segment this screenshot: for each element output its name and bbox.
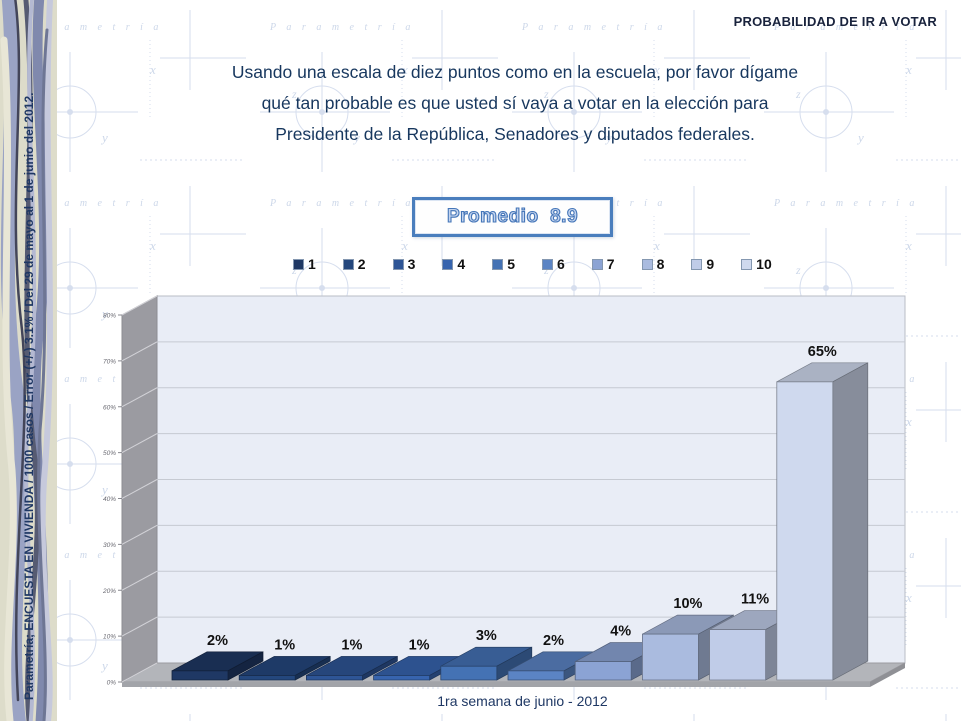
- side-wall-gridline: [121, 524, 158, 545]
- legend-swatch-9: [691, 258, 703, 270]
- legend-swatch-7: [591, 258, 603, 270]
- y-tick-label: 10%: [103, 634, 116, 641]
- side-wall-gridline: [121, 479, 158, 499]
- legend-item-10: 10: [741, 256, 772, 272]
- y-tick-label: 40%: [103, 496, 116, 503]
- bar-1: [171, 670, 229, 681]
- question-line-2: qué tan probable es que usted sí vaya a …: [261, 93, 769, 113]
- legend-label-10: 10: [756, 256, 772, 272]
- slide-title: PROBABILIDAD DE IR A VOTAR: [733, 14, 937, 29]
- bar-label-3: 1%: [341, 637, 362, 653]
- average-callout-label: Promedio 8.9: [446, 205, 579, 227]
- survey-methodology-text: Parametría; ENCUESTA EN VIVIENDA / 1000 …: [22, 92, 36, 700]
- y-tick-label: 80%: [103, 313, 116, 320]
- sidebar-texture-art: [0, 0, 57, 726]
- legend-label-4: 4: [457, 256, 466, 272]
- legend-swatch-8: [641, 258, 653, 270]
- bar-label-2: 1%: [274, 637, 295, 653]
- side-wall-gridline: [121, 341, 158, 362]
- bar-3: [305, 675, 363, 681]
- legend-item-5: 5: [492, 256, 515, 272]
- legend-swatch-1: [293, 258, 304, 270]
- chart-canvas: 80% 70% 60% 50% 40% 30% 20% 10% 0% 2% 1% 1% 1% 3% 2% 4%…: [102, 295, 906, 687]
- legend-label-7: 7: [606, 256, 615, 272]
- legend-swatch-10: [741, 258, 753, 270]
- x-axis-label: 1ra semana de junio - 2012: [437, 693, 608, 709]
- side-wall-gridline: [121, 295, 158, 316]
- bar-label-9: 11%: [741, 592, 769, 608]
- side-wall-gridline: [121, 570, 158, 591]
- legend-item-3: 3: [392, 256, 416, 272]
- side-wall-gridline: [121, 662, 158, 683]
- bar-label-8: 10%: [673, 596, 702, 612]
- bar-6: [507, 670, 565, 681]
- bar-label-10: 65%: [808, 344, 837, 360]
- legend-label-9: 9: [706, 256, 715, 272]
- bar-4: [373, 675, 431, 681]
- bar-side-10: [832, 362, 869, 681]
- legend-label-3: 3: [407, 256, 416, 272]
- legend-label-8: 8: [656, 256, 665, 272]
- chart-legend: 1 2 3 4 5 6 7 8 9 10: [293, 256, 772, 272]
- bar-label-1: 2%: [207, 633, 228, 649]
- bar-7: [574, 661, 632, 681]
- question-text: Usando una escala de diez puntos como en…: [140, 57, 890, 150]
- y-tick-label: 70%: [103, 358, 116, 365]
- chart-floor-edge-right: [870, 663, 905, 687]
- legend-item-1: 1: [293, 256, 316, 272]
- bar-2: [238, 675, 296, 681]
- legend-item-2: 2: [342, 256, 366, 272]
- legend-item-4: 4: [442, 256, 465, 272]
- legend-label-2: 2: [357, 256, 366, 272]
- legend-label-1: 1: [308, 256, 316, 272]
- legend-item-7: 7: [591, 256, 615, 272]
- bar-label-7: 4%: [610, 624, 631, 640]
- bar-chart-3d: 80% 70% 60% 50% 40% 30% 20% 10% 0% 2% 1% 1% 1% 3% 2% 4%…: [85, 288, 960, 700]
- bar-9: [709, 629, 766, 681]
- legend-swatch-5: [492, 258, 504, 270]
- y-tick-label: 60%: [103, 404, 116, 411]
- legend-swatch-6: [541, 258, 553, 270]
- bar-10: [776, 381, 834, 681]
- legend-item-9: 9: [691, 256, 714, 272]
- legend-label-6: 6: [556, 256, 565, 272]
- legend-swatch-3: [392, 258, 404, 270]
- y-tick-label: 0%: [107, 680, 117, 687]
- question-line-3: Presidente de la República, Senadores y …: [275, 124, 755, 144]
- question-line-1: Usando una escala de diez puntos como en…: [231, 62, 799, 82]
- legend-label-5: 5: [507, 256, 515, 272]
- bar-label-5: 3%: [476, 628, 497, 644]
- legend-swatch-4: [442, 258, 454, 270]
- bar-8: [642, 633, 699, 681]
- bar-label-4: 1%: [409, 637, 430, 653]
- y-tick-label: 30%: [103, 542, 116, 549]
- legend-item-8: 8: [641, 256, 665, 272]
- y-tick-label: 20%: [102, 588, 116, 595]
- side-wall-gridline: [121, 387, 158, 408]
- legend-swatch-2: [342, 258, 354, 270]
- y-tick-label: 50%: [103, 450, 116, 457]
- side-wall-gridline: [121, 616, 158, 637]
- bar-5: [440, 665, 498, 681]
- chart-floor-edge: [122, 682, 870, 687]
- bar-label-6: 2%: [543, 633, 564, 649]
- side-wall-gridline: [121, 433, 158, 454]
- sidebar-texture: [0, 0, 57, 726]
- legend-item-6: 6: [541, 256, 565, 272]
- average-callout-box: Promedio 8.9: [412, 197, 613, 237]
